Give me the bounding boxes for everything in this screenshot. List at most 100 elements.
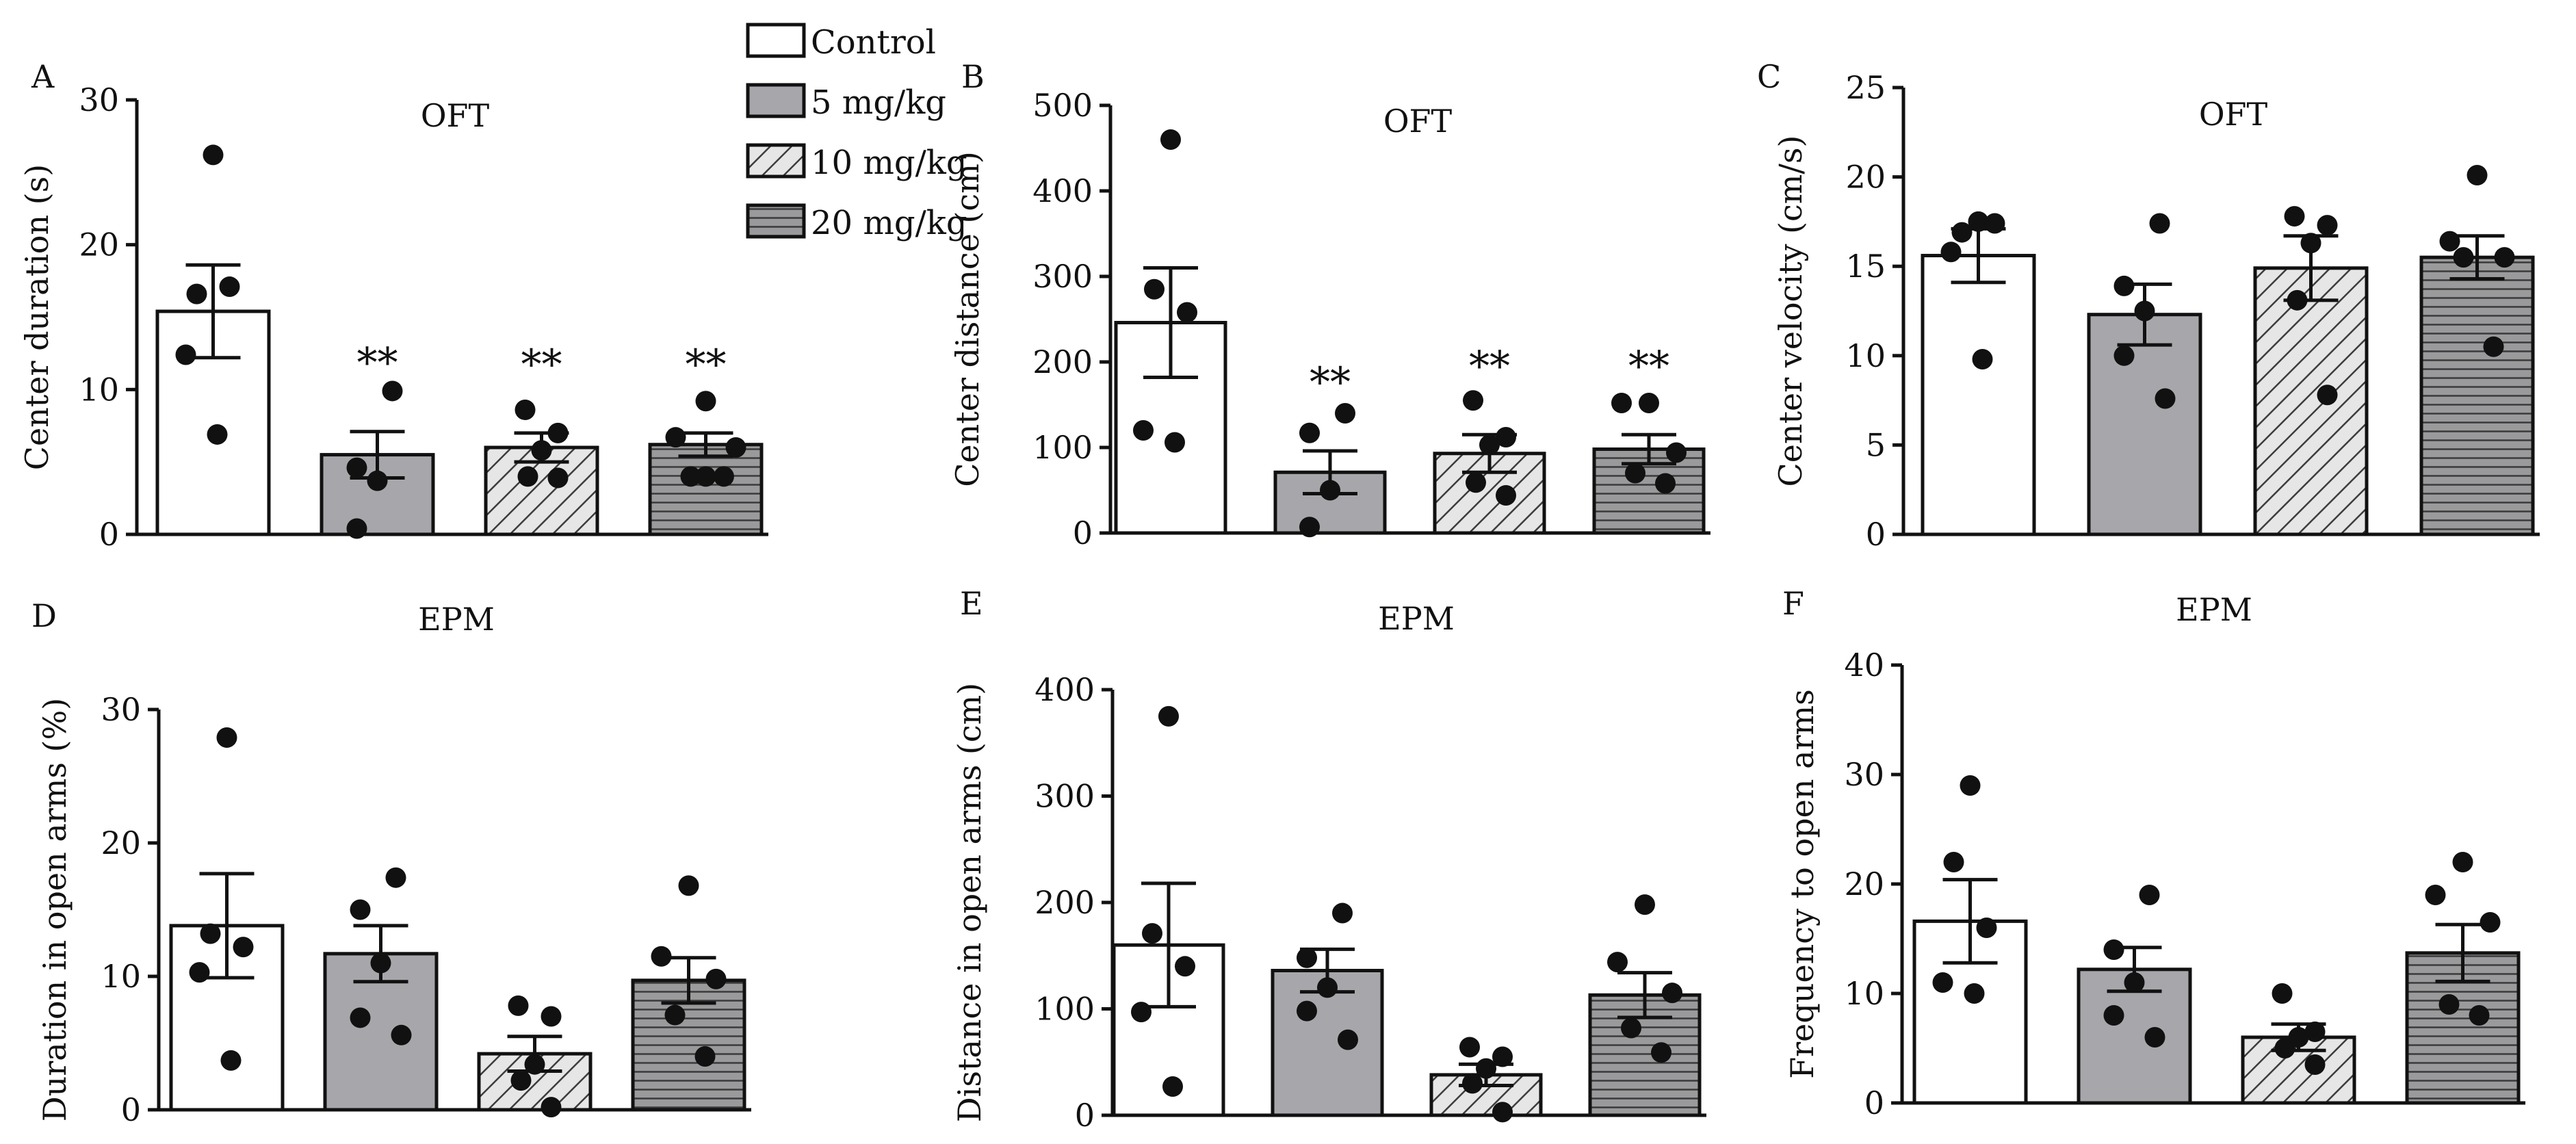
data-point [203, 144, 224, 166]
data-point [2480, 912, 2501, 933]
panel-label: C [1757, 58, 1781, 95]
data-point [2425, 885, 2446, 905]
panel-title: OFT [421, 97, 490, 134]
data-point [1639, 393, 1659, 413]
panel-title: EPM [418, 601, 495, 638]
y-tick-label: 20 [79, 226, 119, 263]
data-point [350, 1007, 371, 1028]
y-tick-label: 30 [1844, 756, 1884, 793]
y-tick-label: 300 [1032, 258, 1093, 295]
y-tick-label: 0 [1075, 1097, 1095, 1134]
data-point [680, 466, 701, 487]
y-tick-label: 10 [1844, 975, 1884, 1012]
bar-control [1921, 254, 2036, 536]
data-point [1476, 1058, 1496, 1079]
data-point [1175, 956, 1195, 977]
data-point [547, 422, 569, 443]
data-point [2317, 385, 2338, 406]
data-point [547, 467, 569, 489]
y-tick-label: 100 [1032, 429, 1093, 466]
data-point [1964, 983, 1985, 1004]
data-point [1162, 1076, 1183, 1097]
y-axis-label: Frequency to open arms [1784, 689, 1821, 1078]
data-point [1332, 902, 1353, 924]
data-point [1611, 393, 1632, 413]
data-point [531, 440, 552, 461]
data-point [695, 391, 716, 412]
data-point [2134, 300, 2155, 322]
legend: Control 5 mg/kg 10 mg/kg 20 mg/kg [746, 23, 967, 242]
data-point [515, 399, 536, 420]
data-point [1666, 442, 1687, 463]
data-point [2113, 345, 2135, 366]
data-point [175, 344, 196, 365]
data-point [1466, 472, 1486, 493]
y-axis-label: Center distance (cm) [949, 151, 986, 487]
data-point [2317, 215, 2338, 236]
significance-marker: ** [1628, 342, 1669, 390]
data-point [189, 962, 210, 983]
data-point [541, 1097, 562, 1118]
y-tick-label: 20 [1844, 866, 1884, 902]
data-point [216, 727, 237, 748]
data-point [1496, 427, 1516, 447]
data-point [2467, 164, 2488, 185]
data-point [705, 968, 727, 989]
legend-swatch-20mg [746, 203, 806, 239]
data-point [1496, 485, 1516, 506]
y-tick-label: 10 [101, 958, 141, 995]
data-point [1299, 422, 1320, 443]
data-point [2300, 233, 2321, 254]
data-point [2124, 972, 2145, 993]
data-point [694, 1046, 716, 1067]
y-tick-label: 40 [1844, 647, 1884, 684]
data-point [1492, 1046, 1513, 1067]
y-tick-label: 0 [121, 1091, 141, 1128]
data-point [2103, 939, 2124, 960]
data-point [1479, 434, 1500, 456]
data-point [1133, 420, 1154, 441]
data-point [2453, 247, 2474, 268]
data-point [678, 875, 699, 896]
data-point [1297, 947, 1317, 968]
data-point [2144, 1027, 2165, 1048]
panel-A: A OFT Center duration (s) ** ** ** 0 10 20 30 [18, 58, 768, 553]
bar-20mg [648, 443, 764, 536]
panel-label: A [31, 58, 55, 95]
data-point [1335, 403, 1355, 424]
data-point [651, 946, 672, 967]
data-point [2439, 231, 2460, 252]
data-point [200, 923, 221, 944]
data-point [695, 466, 716, 487]
data-point [2483, 336, 2504, 357]
y-tick-label: 25 [1845, 69, 1886, 106]
data-point [1655, 473, 1676, 494]
bar-10mg [2253, 266, 2369, 536]
data-point [2494, 247, 2515, 268]
data-point [1320, 480, 1340, 501]
data-point [367, 470, 388, 491]
data-point [2113, 275, 2135, 296]
data-point [370, 952, 391, 974]
y-tick-label: 0 [99, 516, 119, 553]
data-point [1625, 463, 1645, 484]
y-tick-label: 20 [1845, 159, 1886, 196]
panel-F: F EPM Frequency to open arms 0 10 20 30 40 [1782, 585, 2525, 1121]
data-point [220, 1050, 242, 1071]
y-tick-label: 20 [101, 824, 141, 861]
y-axis-label: Center velocity (cm/s) [1772, 135, 1809, 487]
data-point [1976, 918, 1997, 938]
data-point [2438, 994, 2460, 1015]
data-point [233, 937, 254, 958]
panel-E: E EPM Distance in open arms (cm) 0 100 200 300… [951, 585, 1706, 1134]
data-point [2287, 289, 2308, 311]
data-point [1459, 1037, 1480, 1058]
data-point [725, 437, 746, 458]
data-point [524, 1054, 545, 1075]
y-tick-label: 200 [1032, 343, 1093, 380]
y-axis-label: Duration in open arms (%) [36, 698, 73, 1122]
data-point [1651, 1042, 1671, 1063]
data-point [510, 1070, 532, 1091]
data-point [1968, 211, 1989, 232]
